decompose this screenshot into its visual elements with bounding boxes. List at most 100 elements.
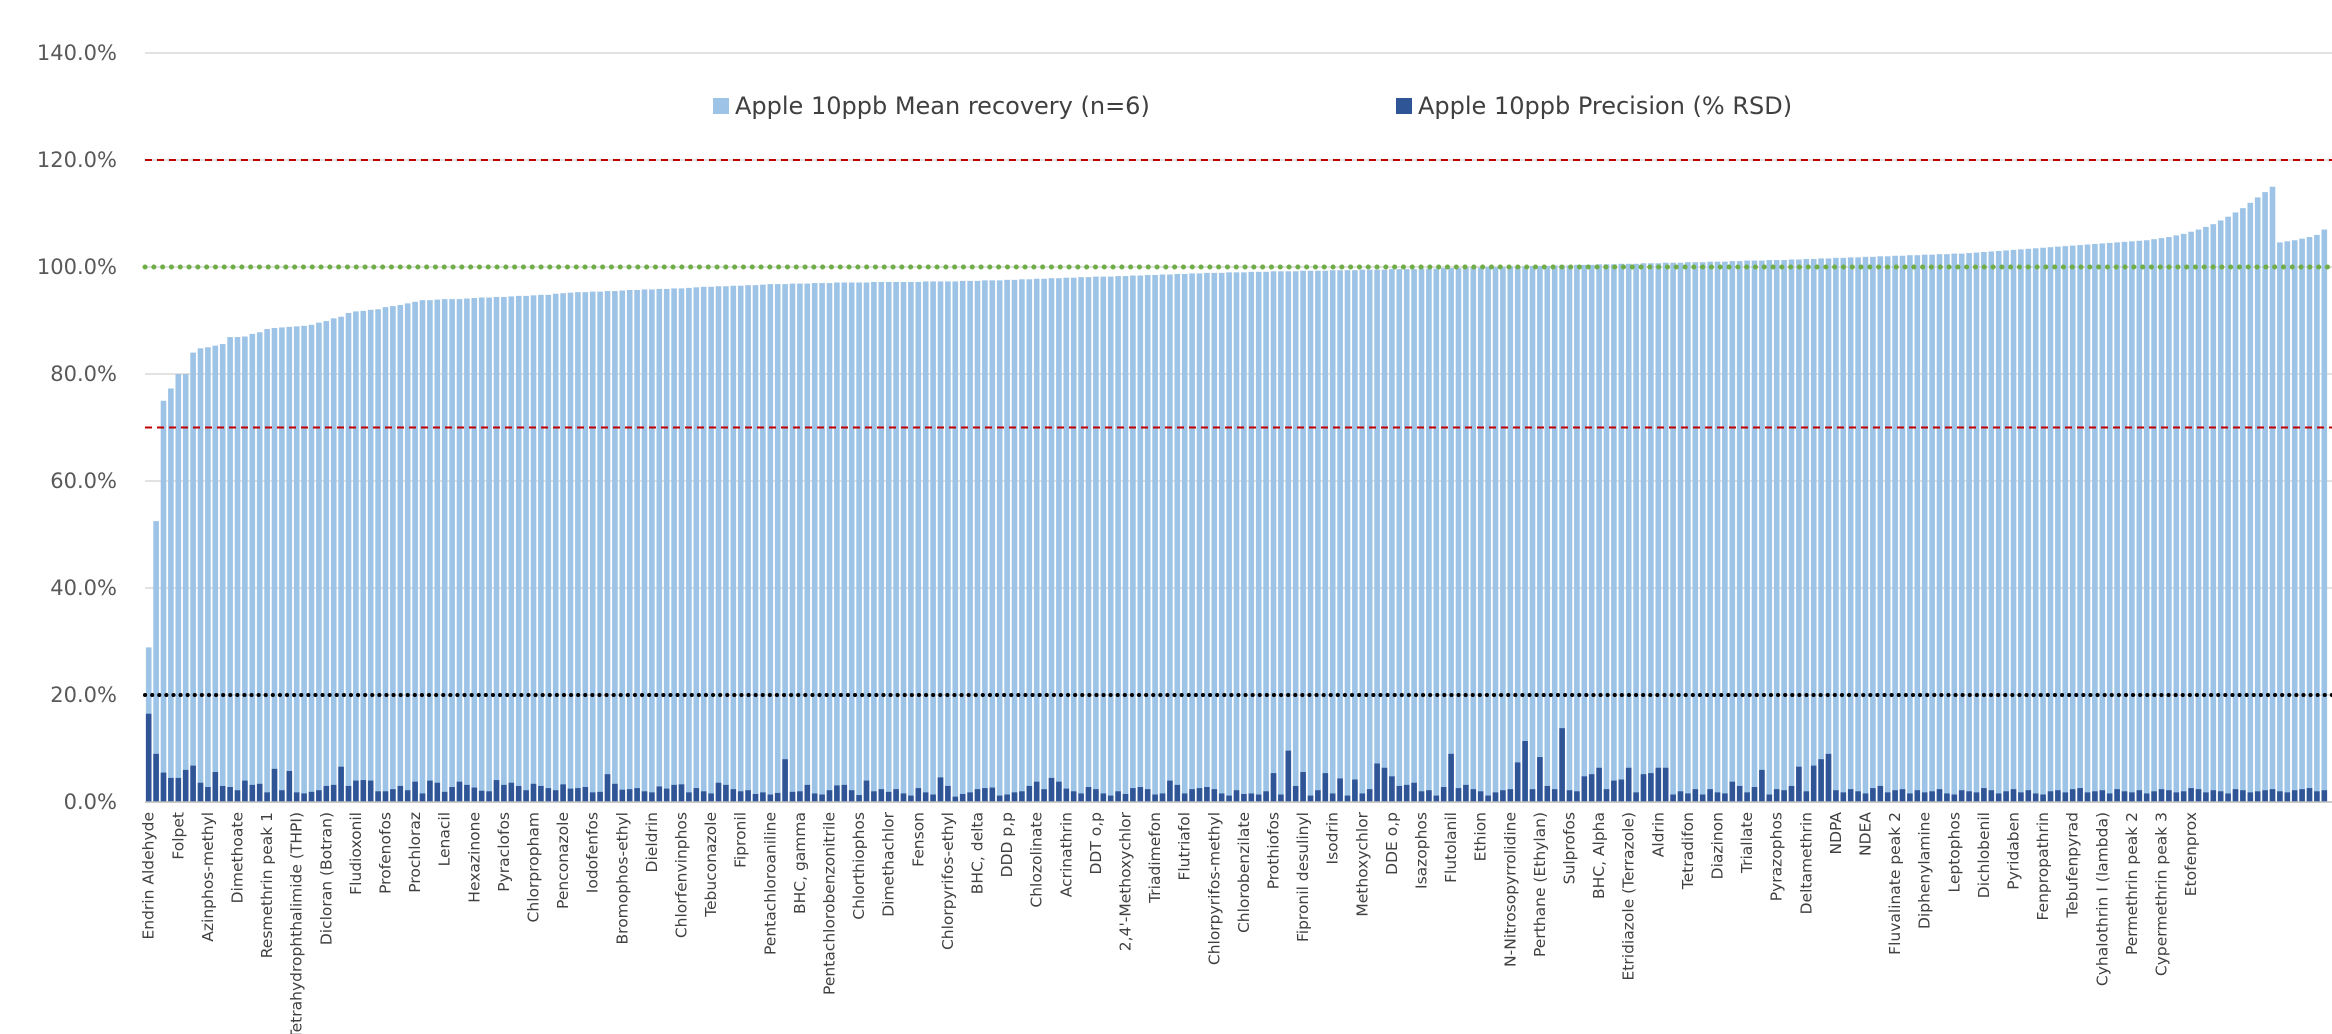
bar-mean-recovery: [2254, 197, 2261, 802]
bar-precision-rsd: [1270, 773, 1277, 802]
bar-precision-rsd: [2180, 791, 2187, 802]
bar-mean-recovery: [1840, 257, 1847, 802]
bar-mean-recovery: [1174, 273, 1181, 803]
bar-precision-rsd: [1544, 785, 1551, 802]
bar-precision-rsd: [1588, 774, 1595, 802]
bar-precision-rsd: [338, 766, 344, 802]
bar-mean-recovery: [1714, 261, 1721, 802]
bar-precision-rsd: [1189, 789, 1195, 802]
bar-mean-recovery: [1670, 262, 1676, 803]
bar-mean-recovery: [1544, 265, 1551, 802]
bar-mean-recovery: [1699, 262, 1706, 802]
bar-precision-rsd: [1019, 791, 1025, 802]
bar-mean-recovery: [1751, 260, 1758, 803]
bar-precision-rsd: [530, 783, 537, 802]
y-tick-label: 140.0%: [37, 41, 117, 65]
bar-precision-rsd: [1463, 784, 1469, 802]
bar-precision-rsd: [353, 780, 359, 802]
bar-mean-recovery: [878, 281, 885, 803]
bar-mean-recovery: [2010, 249, 2017, 802]
bar-mean-recovery: [589, 291, 596, 802]
bar-mean-recovery: [2269, 186, 2276, 802]
bar-mean-recovery: [286, 326, 293, 802]
bar-precision-rsd: [1685, 793, 1691, 802]
x-category-label: BHC, delta: [969, 812, 987, 894]
bar-mean-recovery: [2321, 229, 2328, 803]
bar-mean-recovery: [360, 310, 367, 802]
bar-mean-recovery: [486, 297, 492, 802]
bar-mean-recovery: [1152, 275, 1158, 802]
bar-precision-rsd: [2003, 791, 2009, 802]
bar-mean-recovery: [1366, 269, 1373, 802]
bar-precision-rsd: [1840, 792, 1847, 802]
bar-mean-recovery: [1159, 274, 1166, 802]
bar-precision-rsd: [2314, 791, 2320, 802]
bar-precision-rsd: [1507, 789, 1514, 802]
bar-precision-rsd: [745, 790, 751, 802]
bar-precision-rsd: [153, 753, 159, 802]
x-category-label: Fluvalinate peak 2: [1886, 812, 1904, 955]
bar-precision-rsd: [737, 791, 744, 802]
bar-precision-rsd: [2151, 791, 2157, 802]
bar-precision-rsd: [2040, 794, 2046, 802]
x-category-label: Flutriafol: [1176, 812, 1194, 881]
y-tick-label: 0.0%: [64, 790, 117, 814]
bar-mean-recovery: [1803, 258, 1810, 803]
bar-precision-rsd: [2247, 792, 2254, 802]
bar-mean-recovery: [1011, 279, 1018, 803]
bar-precision-rsd: [1078, 793, 1084, 802]
bar-mean-recovery: [271, 327, 278, 802]
bar-precision-rsd: [301, 793, 307, 802]
bar-precision-rsd: [1130, 788, 1136, 802]
bar-mean-recovery: [2277, 242, 2283, 802]
legend-label: Apple 10ppb Mean recovery (n=6): [735, 92, 1150, 120]
bar-mean-recovery: [1825, 258, 1832, 802]
bar-precision-rsd: [1995, 793, 2002, 802]
bar-mean-recovery: [538, 294, 544, 802]
bar-precision-rsd: [1085, 787, 1092, 802]
x-category-label: Fenson: [909, 812, 927, 867]
bar-precision-rsd: [671, 784, 677, 802]
bar-precision-rsd: [678, 784, 685, 802]
bar-mean-recovery: [1862, 256, 1869, 803]
bar-precision-rsd: [471, 787, 478, 802]
bar-mean-recovery: [723, 286, 729, 802]
bar-mean-recovery: [1403, 269, 1410, 802]
bar-precision-rsd: [286, 770, 293, 802]
bar-mean-recovery: [863, 282, 870, 802]
bar-precision-rsd: [1433, 795, 1440, 802]
bar-mean-recovery: [2306, 237, 2313, 803]
bar-mean-recovery: [922, 281, 929, 802]
bar-mean-recovery: [649, 289, 655, 803]
x-category-label: Chlozolinate: [1028, 812, 1046, 908]
bar-mean-recovery: [1122, 276, 1129, 803]
x-category-label: Fludioxonil: [347, 812, 365, 895]
bar-mean-recovery: [2240, 208, 2246, 802]
bar-mean-recovery: [1514, 266, 1521, 803]
x-category-label: Etridiazole (Terrazole): [1620, 812, 1638, 980]
bar-precision-rsd: [2025, 790, 2032, 802]
bar-precision-rsd: [1537, 757, 1543, 802]
bar-mean-recovery: [2018, 249, 2024, 803]
bar-mean-recovery: [1056, 278, 1062, 802]
bar-precision-rsd: [1374, 763, 1380, 802]
bar-mean-recovery: [760, 284, 766, 802]
y-tick-label: 80.0%: [50, 362, 117, 386]
bar-mean-recovery: [989, 280, 996, 802]
bar-precision-rsd: [1063, 788, 1070, 802]
bar-precision-rsd: [293, 792, 300, 802]
bar-mean-recovery: [471, 298, 478, 802]
bar-mean-recovery: [597, 291, 603, 802]
bar-precision-rsd: [2158, 789, 2165, 802]
bar-mean-recovery: [1115, 276, 1121, 803]
bar-precision-rsd: [190, 765, 196, 802]
bar-precision-rsd: [1670, 794, 1676, 802]
bar-mean-recovery: [1966, 253, 1972, 803]
bar-precision-rsd: [1625, 767, 1632, 802]
bar-precision-rsd: [1174, 784, 1181, 802]
bar-precision-rsd: [2114, 789, 2120, 802]
bar-precision-rsd: [345, 785, 352, 802]
bar-mean-recovery: [2247, 202, 2254, 803]
bar-mean-recovery: [1292, 271, 1299, 802]
bar-mean-recovery: [1329, 270, 1336, 803]
